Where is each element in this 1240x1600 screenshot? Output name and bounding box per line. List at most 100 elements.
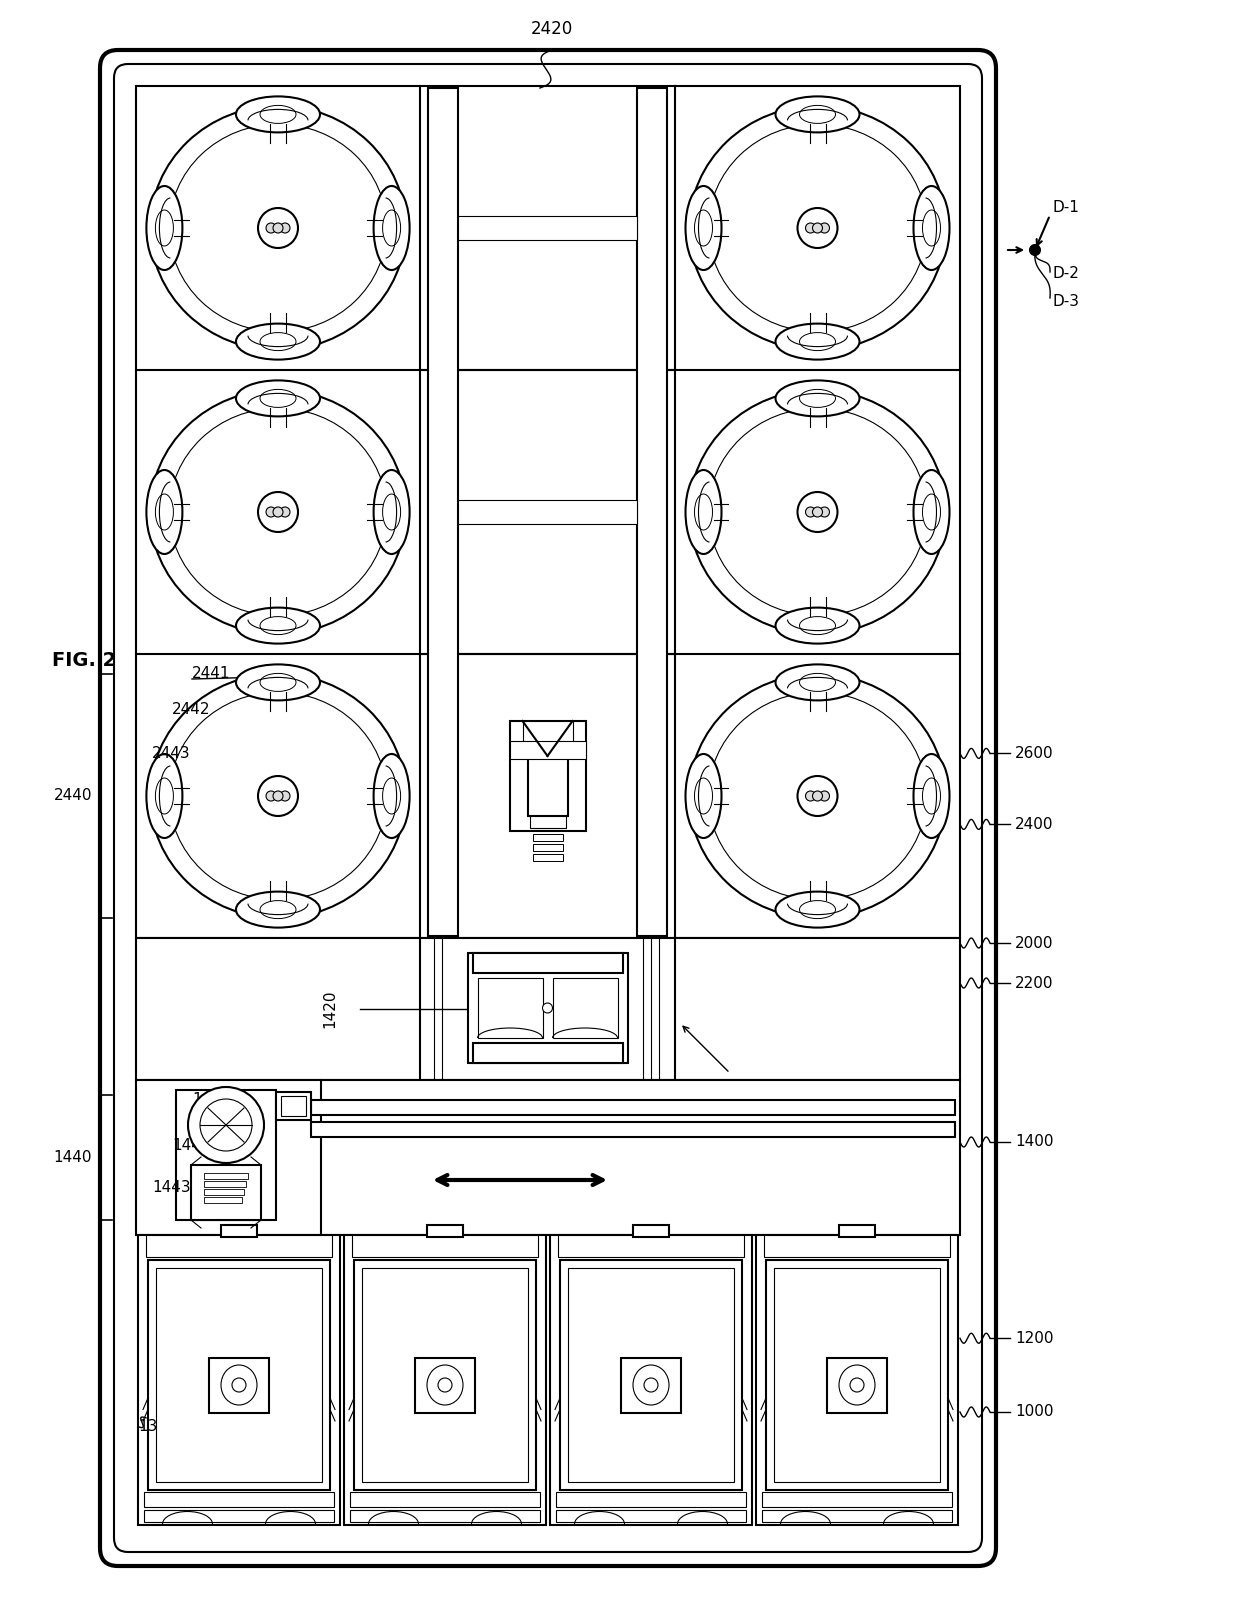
Bar <box>311 1101 955 1115</box>
Text: D-1: D-1 <box>1052 200 1079 216</box>
Circle shape <box>258 208 298 248</box>
Bar <box>221 1226 257 1237</box>
Circle shape <box>1030 245 1040 254</box>
Ellipse shape <box>686 186 722 270</box>
Bar <box>522 722 573 742</box>
Ellipse shape <box>689 106 946 350</box>
Bar <box>553 978 618 1038</box>
Bar <box>205 1173 248 1179</box>
Bar <box>136 86 960 938</box>
Circle shape <box>232 1378 246 1392</box>
Ellipse shape <box>632 1365 670 1405</box>
Bar <box>281 1096 306 1117</box>
Circle shape <box>820 507 830 517</box>
Ellipse shape <box>839 1365 875 1405</box>
Bar <box>532 834 563 842</box>
Ellipse shape <box>775 891 859 928</box>
Ellipse shape <box>260 674 296 691</box>
Bar <box>210 1357 269 1413</box>
Ellipse shape <box>260 616 296 635</box>
Ellipse shape <box>383 210 401 246</box>
Text: 2200: 2200 <box>1016 976 1054 990</box>
Bar <box>277 1091 311 1120</box>
Bar <box>532 854 563 861</box>
Ellipse shape <box>236 664 320 701</box>
Circle shape <box>797 776 837 816</box>
Ellipse shape <box>150 674 405 918</box>
Ellipse shape <box>383 494 401 530</box>
Text: 2600: 2600 <box>1016 746 1054 762</box>
Ellipse shape <box>694 778 713 814</box>
Circle shape <box>273 790 283 802</box>
Ellipse shape <box>775 323 859 360</box>
Ellipse shape <box>236 381 320 416</box>
Ellipse shape <box>708 408 926 616</box>
Ellipse shape <box>800 674 836 691</box>
Ellipse shape <box>775 381 859 416</box>
Circle shape <box>258 776 298 816</box>
Circle shape <box>806 222 816 234</box>
Circle shape <box>806 507 816 517</box>
Text: 1441: 1441 <box>192 1093 231 1107</box>
Bar <box>556 1491 746 1507</box>
Ellipse shape <box>800 389 836 408</box>
Bar <box>350 1510 539 1522</box>
Ellipse shape <box>914 470 950 554</box>
Text: 1400: 1400 <box>1016 1134 1054 1149</box>
Bar <box>763 1510 952 1522</box>
Circle shape <box>797 208 837 248</box>
Ellipse shape <box>686 754 722 838</box>
Circle shape <box>806 790 816 802</box>
Ellipse shape <box>170 125 387 331</box>
Ellipse shape <box>236 323 320 360</box>
Bar <box>529 816 565 829</box>
Ellipse shape <box>689 674 946 918</box>
Bar <box>472 954 622 973</box>
Circle shape <box>273 222 283 234</box>
FancyBboxPatch shape <box>100 50 996 1566</box>
Circle shape <box>258 493 298 531</box>
Text: 2440: 2440 <box>53 789 92 803</box>
Bar <box>477 978 543 1038</box>
Bar <box>532 845 563 851</box>
Bar <box>510 722 585 830</box>
Ellipse shape <box>708 693 926 899</box>
Text: 2420: 2420 <box>531 19 573 38</box>
Bar <box>472 1043 622 1062</box>
Bar <box>353 1261 536 1490</box>
Circle shape <box>267 507 277 517</box>
Text: 1440: 1440 <box>53 1150 92 1165</box>
Ellipse shape <box>373 754 409 838</box>
Circle shape <box>797 493 837 531</box>
Ellipse shape <box>260 389 296 408</box>
Ellipse shape <box>170 693 387 899</box>
Ellipse shape <box>427 1365 463 1405</box>
Ellipse shape <box>373 470 409 554</box>
Ellipse shape <box>923 494 940 530</box>
Circle shape <box>820 222 830 234</box>
Bar <box>839 1226 875 1237</box>
Ellipse shape <box>914 754 950 838</box>
Bar <box>352 1235 538 1258</box>
Ellipse shape <box>694 210 713 246</box>
Circle shape <box>188 1086 264 1163</box>
Ellipse shape <box>775 96 859 133</box>
Bar <box>556 1510 746 1522</box>
Text: 1200: 1200 <box>1016 1331 1054 1346</box>
Ellipse shape <box>146 186 182 270</box>
Ellipse shape <box>775 608 859 643</box>
Ellipse shape <box>775 664 859 701</box>
Circle shape <box>543 1003 553 1013</box>
Text: 2000: 2000 <box>1016 936 1054 950</box>
Bar <box>467 954 627 1062</box>
Ellipse shape <box>800 106 836 123</box>
Bar <box>458 499 637 525</box>
Bar <box>764 1235 950 1258</box>
Text: 2400: 2400 <box>1016 818 1054 832</box>
Text: 2443: 2443 <box>153 747 191 762</box>
Bar <box>558 1235 744 1258</box>
Bar <box>176 1090 277 1219</box>
Bar <box>156 1267 322 1482</box>
Ellipse shape <box>686 470 722 554</box>
Text: D-2: D-2 <box>1052 267 1079 282</box>
